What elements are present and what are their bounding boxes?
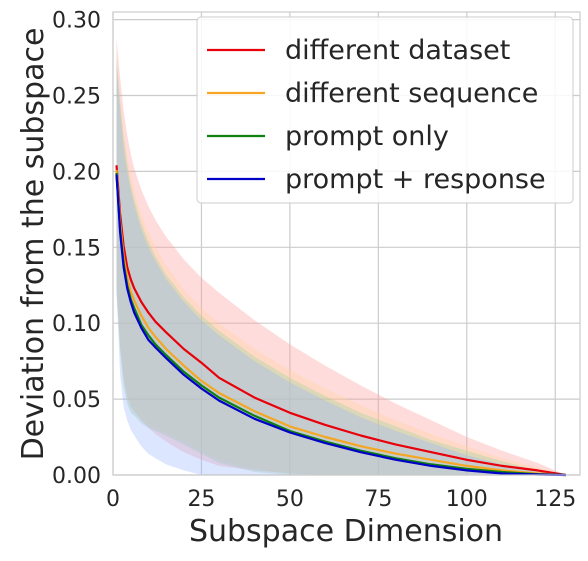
y-tick-label: 0.25 [52, 84, 101, 109]
y-axis-label: Deviation from the subspace [16, 28, 51, 461]
x-tick-label: 0 [106, 487, 120, 512]
band-different-dataset [116, 37, 566, 476]
band-prompt-response [116, 65, 566, 475]
y-tick-label: 0.20 [52, 160, 101, 185]
band-different-sequence [116, 53, 566, 475]
line-different-sequence [115, 169, 566, 477]
series-lines [115, 165, 566, 477]
y-tick-label: 0.30 [52, 9, 101, 34]
legend: different dataset different sequence promp… [196, 16, 574, 204]
legend-label: different sequence [285, 78, 538, 109]
legend-label: prompt only [285, 121, 449, 152]
y-tick-labels: 0.00 0.05 0.10 0.15 0.20 0.25 0.30 [52, 9, 101, 489]
y-tick-label: 0.05 [52, 388, 101, 413]
line-prompt-response [115, 174, 566, 477]
confidence-bands [116, 37, 566, 476]
x-tick-label: 75 [364, 487, 392, 512]
legend-label: different dataset [285, 35, 510, 66]
x-axis-label: Subspace Dimension [189, 514, 503, 549]
x-tick-label: 25 [187, 487, 215, 512]
x-tick-label: 125 [534, 487, 576, 512]
plot-frame [112, 11, 581, 476]
y-tick-label: 0.00 [52, 464, 101, 489]
x-tick-label: 50 [276, 487, 304, 512]
legend-box [196, 16, 574, 204]
x-tick-label: 100 [446, 487, 488, 512]
legend-label: prompt + response [285, 164, 546, 195]
line-different-dataset [115, 165, 566, 477]
x-tick-labels: 0 25 50 75 100 125 [106, 487, 576, 512]
y-tick-label: 0.10 [52, 312, 101, 337]
band-prompt-only [116, 59, 566, 475]
y-tick-label: 0.15 [52, 236, 101, 261]
